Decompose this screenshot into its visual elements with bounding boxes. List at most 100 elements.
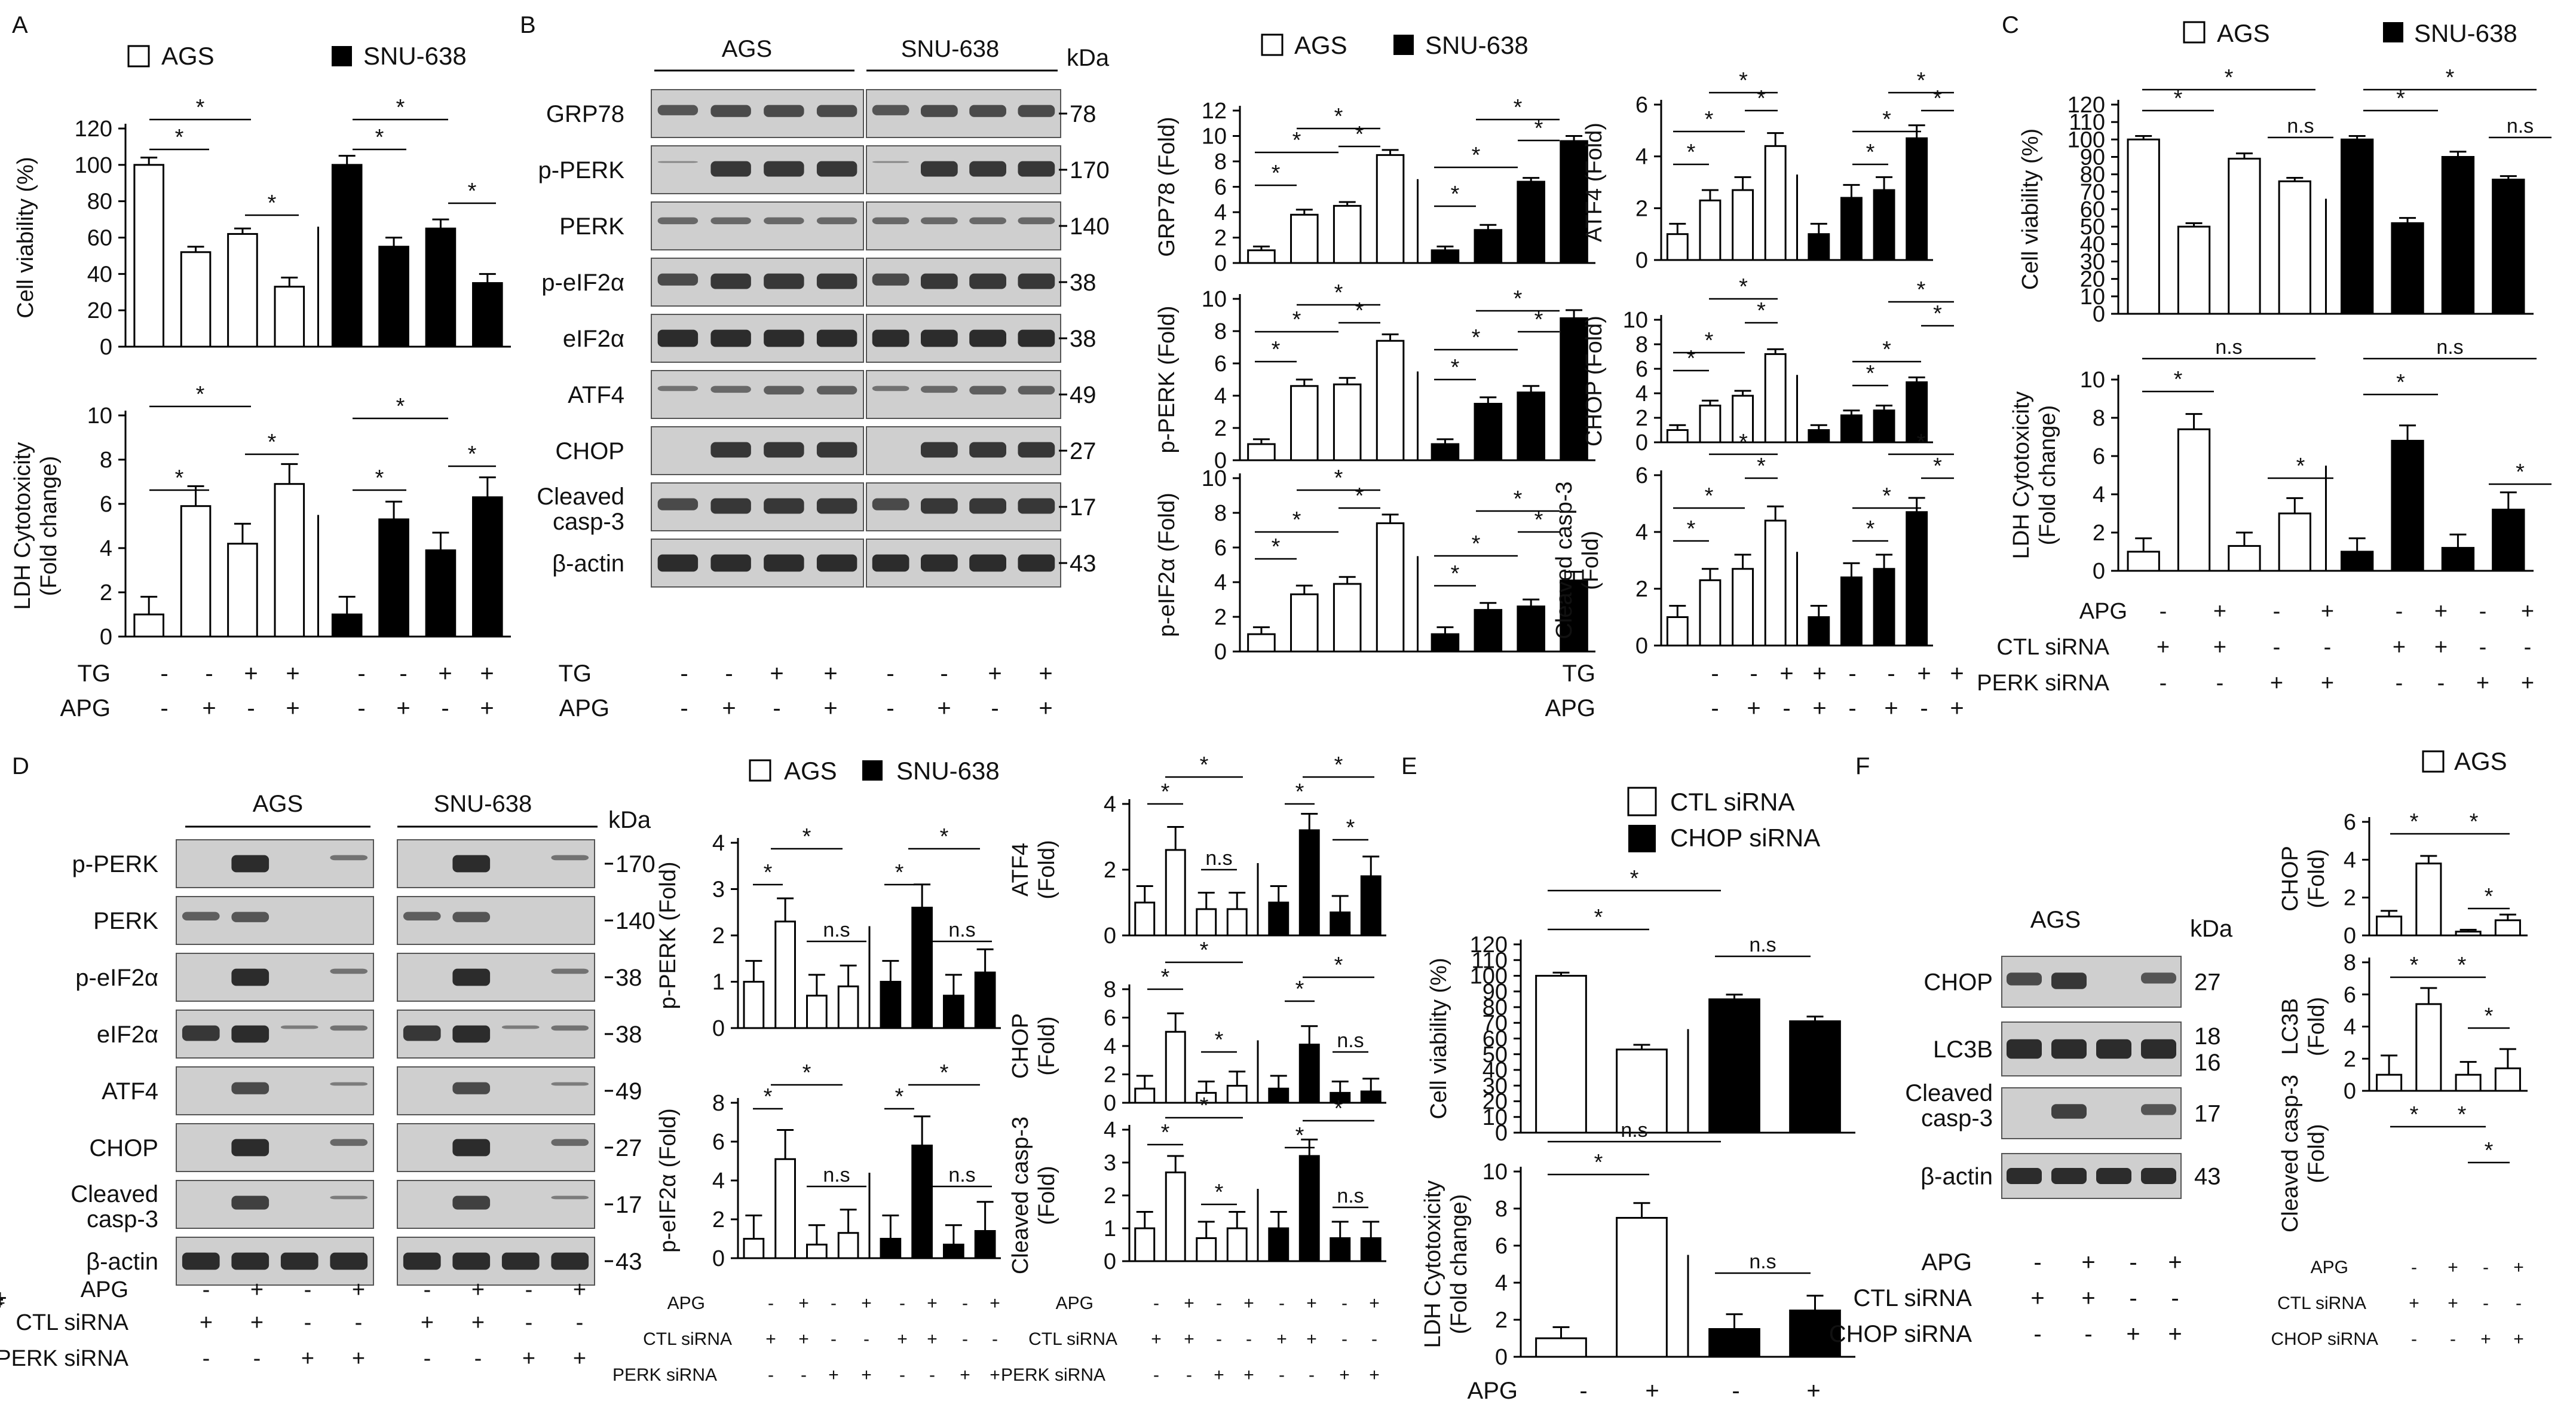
significance-star: * xyxy=(1161,1120,1170,1145)
panel-letter-d: D xyxy=(12,753,29,779)
bar xyxy=(2391,222,2424,315)
treatment-sign: + xyxy=(988,660,1001,687)
blot-row: p-eIF2α 38 xyxy=(75,953,642,1002)
treatment-sign: + xyxy=(1884,695,1898,721)
y-tick-label: 2 xyxy=(1214,226,1227,251)
bar xyxy=(425,549,457,638)
blot-band xyxy=(969,161,1006,177)
blot-b: GRP78 78 p-PERK 170 PERK 140 p-eIF2α 38 eIF2α 38 A… xyxy=(537,89,1110,588)
blot-band xyxy=(403,1025,441,1041)
blot-band xyxy=(452,1082,491,1094)
blot-row-label: PERK xyxy=(93,908,158,934)
y-tick-label: 50 xyxy=(2080,215,2105,240)
y-tick-label: 8 xyxy=(1214,501,1227,526)
bar xyxy=(1134,1227,1156,1262)
bar xyxy=(2177,225,2211,315)
treatment-sign: - xyxy=(2437,671,2445,696)
blot-band xyxy=(501,1025,540,1029)
blot-strip xyxy=(397,1123,595,1172)
bar xyxy=(1165,1172,1186,1262)
bar xyxy=(1298,1044,1320,1104)
blot-band xyxy=(969,498,1006,514)
bar xyxy=(180,505,212,638)
blot-row: PERK 140 xyxy=(559,201,1110,250)
blot-strip xyxy=(176,1180,374,1229)
bar xyxy=(2494,919,2521,937)
bar xyxy=(743,1238,765,1259)
treatment-sign: + xyxy=(1917,660,1931,687)
blot-band xyxy=(2051,1168,2087,1184)
treatment-label: CHOP siRNA xyxy=(1829,1321,1972,1347)
blot-row-label: Cleaved xyxy=(1905,1080,1993,1106)
significance-star: * xyxy=(1917,277,1926,302)
significance-star: * xyxy=(1514,95,1523,120)
blot-band xyxy=(551,1252,589,1270)
y-tick-label: 4 xyxy=(100,536,112,561)
blot-band xyxy=(1018,498,1055,514)
treatment-row: CTL siRNA++--++-- xyxy=(0,1285,2179,1311)
treatment-sign: + xyxy=(202,695,216,721)
blot-band xyxy=(501,1252,540,1270)
blot-band xyxy=(872,498,909,510)
treatment-sign: + xyxy=(2321,599,2334,624)
significance-star: * xyxy=(1295,779,1304,805)
significance-star: * xyxy=(1200,1093,1209,1118)
treatment-row: TG - - + + - - + + xyxy=(558,660,1052,687)
y-tick-label: 4 xyxy=(1635,381,1648,406)
treatment-sign: - xyxy=(1920,695,1928,721)
bar xyxy=(2455,931,2482,937)
treatment-sign: - xyxy=(424,1346,431,1371)
bar xyxy=(472,282,503,348)
treatment-sign: - xyxy=(962,1329,968,1349)
significance-star: * xyxy=(1334,1096,1343,1121)
y-tick-label: 100 xyxy=(75,153,112,178)
y-tick-label: 6 xyxy=(1495,1234,1508,1259)
treatment-label: APG xyxy=(1056,1293,1094,1313)
blot-band xyxy=(1018,105,1055,117)
legend-e: CTL siRNA CHOP siRNA xyxy=(1627,787,1820,852)
y-tick-label: 10 xyxy=(1482,1105,1508,1130)
bar xyxy=(2228,545,2261,572)
significance-star: * xyxy=(1534,116,1543,141)
y-tick-label: 60 xyxy=(87,226,112,251)
y-tick-label: 2 xyxy=(1104,858,1116,883)
significance-star: * xyxy=(1917,68,1926,93)
treatment-sign: - xyxy=(1216,1329,1222,1349)
treatment-sign: + xyxy=(990,1293,1000,1313)
treatment-row: TG - - + + - - + + xyxy=(77,660,494,687)
y-tick-label: 6 xyxy=(2093,444,2105,469)
blot-band xyxy=(1018,217,1055,225)
blot-band xyxy=(452,1252,491,1270)
bar xyxy=(425,227,457,348)
blot-band xyxy=(2141,972,2176,984)
blot-band xyxy=(657,386,699,392)
blot-kda-header: kDa xyxy=(608,807,651,833)
legend-label-ags: AGS xyxy=(784,757,837,785)
blot-cell-line: AGS xyxy=(253,791,303,817)
chart-a-ldh: LDH Cytotoxicity (Fold change) 0 2 4 6 8 10 xyxy=(10,403,511,650)
significance-star: * xyxy=(1594,905,1603,930)
treatment-sign: + xyxy=(770,660,783,687)
legend-swatch-snu xyxy=(1393,35,1414,55)
y-tick-label: 2 xyxy=(1495,1308,1508,1333)
blot-band xyxy=(1018,442,1055,458)
significance-star: * xyxy=(1292,128,1301,153)
blot-b-header: AGS SNU-638 kDa xyxy=(654,36,1110,72)
blot-band xyxy=(330,1195,368,1200)
significance-star: * xyxy=(1334,753,1343,778)
blot-band xyxy=(231,1082,269,1094)
bar xyxy=(911,907,933,1029)
treatment-label: CTL siRNA xyxy=(643,1329,732,1349)
bar xyxy=(1517,392,1545,461)
blot-row: β-actin 43 xyxy=(1920,1153,2221,1199)
treatment-sign: - xyxy=(1153,1293,1159,1313)
blot-band xyxy=(452,968,491,986)
y-tick-label: 2 xyxy=(1635,577,1648,602)
treatment-sign: + xyxy=(2270,671,2283,696)
bar xyxy=(774,920,796,1029)
y-tick-label: 0 xyxy=(1104,1249,1116,1274)
bar xyxy=(1330,912,1351,937)
treatment-sign: + xyxy=(522,1346,535,1371)
